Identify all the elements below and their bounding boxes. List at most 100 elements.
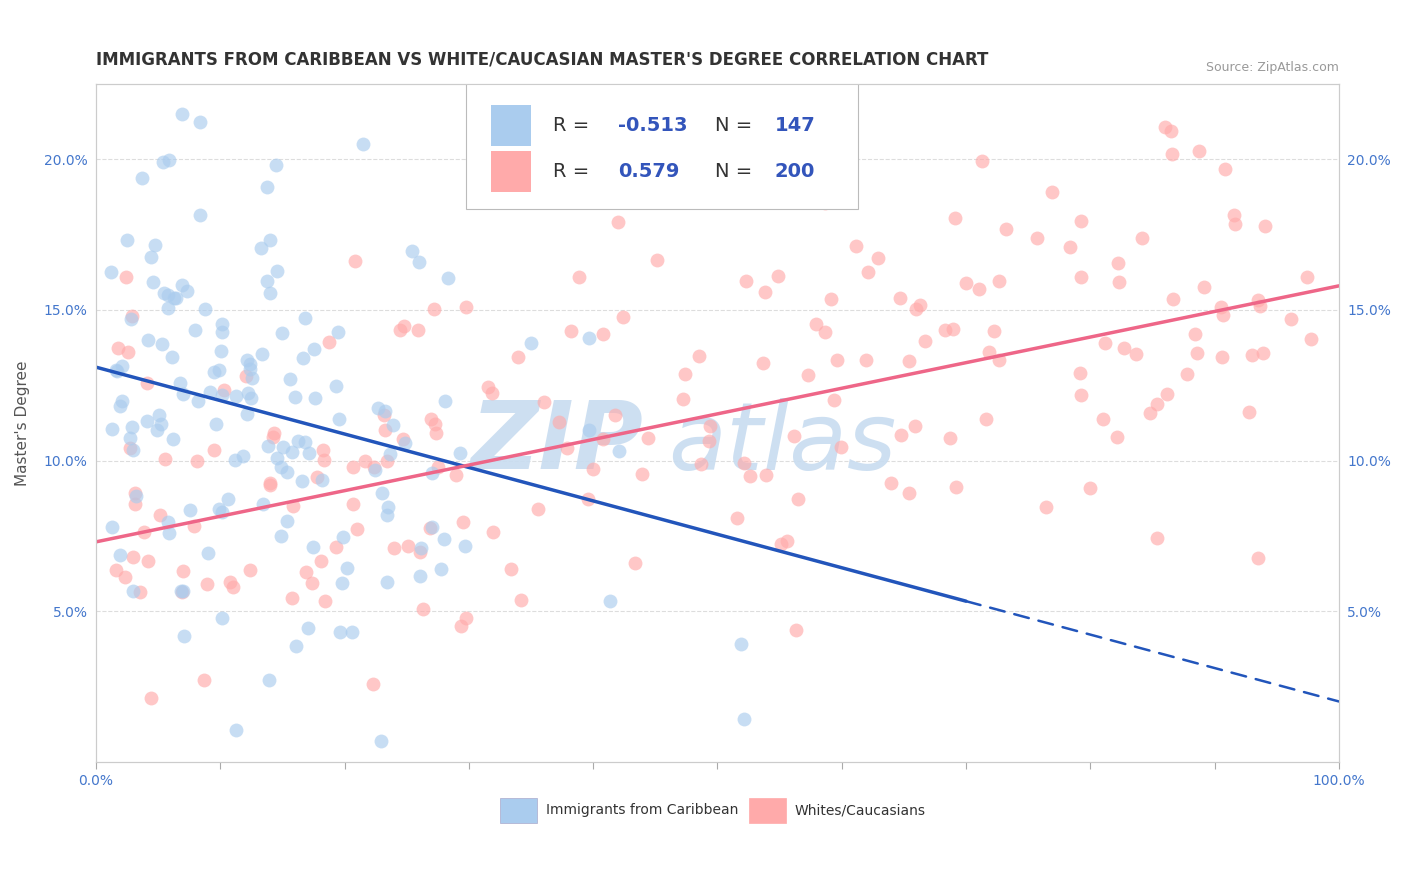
Point	[433, 532, 456, 546]
Point	[211, 388, 233, 402]
Point	[101, 422, 124, 436]
Point	[343, 253, 366, 268]
Point	[136, 333, 159, 347]
Point	[188, 208, 211, 222]
Point	[270, 529, 292, 543]
Point	[283, 500, 305, 514]
Point	[326, 325, 349, 339]
Point	[897, 354, 920, 368]
Point	[211, 611, 233, 625]
Point	[607, 215, 630, 229]
Text: ZIP: ZIP	[470, 397, 643, 489]
Point	[292, 351, 315, 365]
Point	[374, 404, 396, 418]
Point	[179, 503, 201, 517]
Point	[942, 322, 965, 336]
Point	[373, 408, 395, 422]
Point	[508, 351, 530, 365]
Point	[603, 408, 626, 422]
Point	[173, 629, 195, 643]
Point	[257, 673, 280, 687]
Point	[328, 625, 350, 640]
Point	[222, 580, 245, 594]
Text: R =: R =	[554, 116, 596, 135]
Point	[630, 467, 652, 481]
Point	[287, 434, 309, 448]
Point	[456, 300, 478, 314]
Point	[346, 522, 368, 536]
Point	[533, 395, 555, 409]
Point	[444, 467, 467, 482]
Point	[1184, 327, 1206, 342]
Point	[266, 264, 288, 278]
Text: Source: ZipAtlas.com: Source: ZipAtlas.com	[1206, 61, 1339, 74]
Point	[218, 491, 240, 506]
Point	[325, 379, 347, 393]
Point	[262, 430, 284, 444]
Point	[150, 337, 173, 351]
Point	[827, 352, 849, 367]
Point	[786, 492, 808, 507]
Point	[599, 593, 621, 607]
Point	[256, 274, 278, 288]
Point	[188, 114, 211, 128]
Point	[120, 311, 142, 326]
Point	[890, 427, 912, 442]
Point	[904, 419, 927, 434]
Point	[122, 549, 145, 564]
Point	[225, 723, 247, 737]
Text: -0.513: -0.513	[619, 116, 688, 135]
Point	[1105, 430, 1128, 444]
Point	[169, 376, 191, 390]
Point	[934, 323, 956, 337]
Point	[330, 576, 353, 591]
Point	[905, 301, 928, 316]
Point	[727, 511, 749, 525]
Point	[336, 561, 359, 575]
Point	[298, 446, 321, 460]
Point	[122, 584, 145, 599]
Point	[328, 412, 350, 426]
Point	[994, 221, 1017, 235]
Point	[105, 364, 128, 378]
Point	[294, 311, 316, 326]
Point	[1188, 145, 1211, 159]
Point	[259, 233, 281, 247]
Point	[285, 640, 308, 654]
Point	[830, 441, 852, 455]
Point	[121, 309, 143, 323]
Point	[377, 454, 399, 468]
Text: 147: 147	[775, 116, 815, 135]
Point	[582, 462, 605, 476]
Point	[302, 343, 325, 357]
Point	[422, 466, 444, 480]
Point	[897, 485, 920, 500]
Text: N =: N =	[716, 161, 758, 181]
Point	[276, 465, 298, 479]
Point	[132, 525, 155, 540]
Point	[734, 274, 756, 288]
Point	[111, 393, 134, 408]
Point	[1040, 185, 1063, 199]
Point	[136, 554, 159, 568]
Point	[312, 443, 335, 458]
Point	[1070, 388, 1092, 402]
Point	[401, 244, 423, 259]
Text: IMMIGRANTS FROM CARIBBEAN VS WHITE/CAUCASIAN MASTER'S DEGREE CORRELATION CHART: IMMIGRANTS FROM CARIBBEAN VS WHITE/CAUCA…	[96, 51, 988, 69]
Point	[256, 180, 278, 194]
Point	[1175, 367, 1198, 381]
Point	[823, 392, 845, 407]
Point	[236, 353, 259, 368]
Point	[1146, 397, 1168, 411]
Point	[1249, 299, 1271, 313]
Point	[211, 326, 233, 340]
Point	[257, 439, 280, 453]
Point	[108, 548, 131, 562]
Point	[607, 444, 630, 458]
Point	[108, 399, 131, 413]
Point	[1160, 123, 1182, 137]
Point	[866, 251, 889, 265]
Point	[392, 319, 415, 334]
Point	[176, 284, 198, 298]
Point	[142, 276, 165, 290]
